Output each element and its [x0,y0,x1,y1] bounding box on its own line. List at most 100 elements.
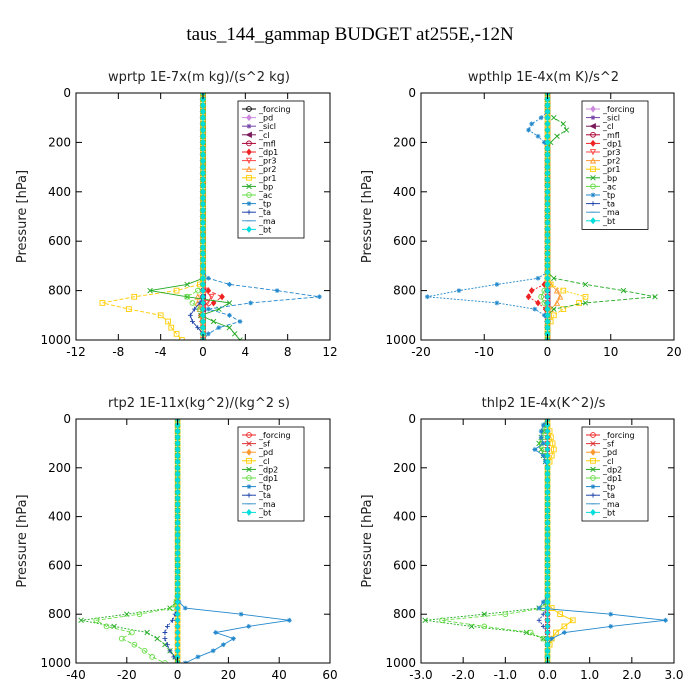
data-point-pr1 [173,287,180,294]
chart-panel-1: wprtp 1E-7x(m kg)/(s^2 kg) Pressure [hPa]… [15,70,338,359]
data-point-pr1 [173,330,180,337]
data-point-tp [220,642,226,648]
legend-marker [590,115,596,120]
data-point-pr2 [553,287,561,294]
panel-title: wprtp 1E-7x(m kg)/(s^2 kg) [108,70,290,85]
data-point-bp [551,275,557,281]
legend-label: _pd [258,114,273,123]
data-point-tp [195,654,201,660]
legend-marker [590,432,596,438]
y-tick-label: 600 [48,558,71,572]
data-point-cl [561,623,568,630]
chart-panel-4: thlp2 1E-4x(K^2)/s Pressure [hPa] -3.0 -2.0… [360,396,684,682]
data-point-bp [147,287,153,294]
legend-label: _dp1 [602,139,622,148]
data-point-dp1 [527,629,534,636]
data-point-tp [608,611,614,617]
data-point-pr1 [178,337,185,340]
data-point-dp1 [210,299,217,307]
legend-label: _forcing [258,105,291,114]
data-point-tp [532,447,538,452]
data-point-tp [541,312,547,318]
data-point-bp [210,318,217,325]
data-point-bp [554,133,560,139]
legend-marker [590,440,596,447]
data-point-tp [540,599,546,605]
data-point-tp [246,624,252,629]
legend-label: _dp2 [258,465,278,474]
data-point-dp1 [525,293,532,301]
data-point-dp2 [523,629,530,636]
data-point-tp [213,630,219,635]
y-tick-label: 200 [48,461,71,475]
legend-label: _cl [602,457,614,466]
data-point-pr1 [560,287,567,294]
data-point-pr2 [194,293,201,300]
series-group [424,93,658,340]
legend-marker [590,457,596,464]
y-axis-label: Pressure [hPa] [15,494,30,587]
legend-label: _tp [258,200,271,209]
data-point-pr3 [208,293,215,301]
legend-marker [246,448,252,456]
legend-marker [590,139,596,147]
data-point-tp [538,434,544,440]
data-point-dp1 [149,654,156,660]
x-tick-label: -1.0 [494,668,517,682]
legend-label: _dp1 [258,474,278,483]
legend-label: _ac [258,191,272,200]
data-point-pr1 [126,306,132,312]
x-tick-label: 60 [322,668,337,682]
legend-label: _ac [602,182,616,191]
data-point-tp [205,331,211,337]
series-line-dp1 [442,419,548,663]
data-point-tp [182,605,188,611]
y-tick-label: 400 [48,510,71,524]
legend-marker [246,174,252,181]
legend-marker [246,440,252,447]
legend: _forcing_pd_sicl_cl_mfl_dp1_pr3_pr2_pr1_… [237,100,305,239]
data-point-tp [231,636,236,641]
y-tick-label: 0 [63,412,71,426]
data-point-tp [286,617,292,623]
data-point-tp [317,294,322,300]
legend-marker [246,432,252,438]
legend-label: _ma [602,208,620,217]
legend-marker [246,192,252,198]
legend-marker [246,225,252,233]
y-tick-label: 600 [48,234,71,248]
legend-label: _dp1 [602,474,622,483]
chart-panel-3: rtp2 1E-11x(kg^2)/(kg^2 s) Pressure [hPa]… [15,396,338,682]
legend: _forcing_sicl_cl_mfl_dp1_pr3_pr2_pr1_bp_… [581,100,649,230]
data-point-ac [184,293,190,300]
y-tick-label: 200 [48,135,71,149]
data-point-tp [248,300,254,306]
legend-label: _tp [602,191,615,200]
legend-label: _ta [602,491,615,500]
x-tick-label: 4 [242,345,250,359]
legend-label: _cl [258,457,270,466]
x-tick-label: 3.0 [664,668,683,682]
x-tick-label: -3.0 [409,668,432,682]
y-tick-label: 1000 [385,656,416,670]
series-line-ta [164,419,179,663]
data-point-bp [184,281,190,288]
legend-label: _pr1 [258,174,276,183]
data-point-cl [550,446,557,453]
data-point-dp1 [219,293,225,301]
data-point-ta [165,642,170,648]
legend-label: _ma [258,500,276,509]
data-point-ac [194,287,201,294]
plot-frame [75,418,331,664]
legend-marker [590,484,596,489]
data-point-tp [227,282,232,287]
data-point-pr2 [553,299,561,306]
y-axis-label: Pressure [hPa] [15,170,30,263]
y-tick-label: 1000 [385,333,416,347]
data-point-tp [205,275,211,281]
series-group [422,419,668,663]
legend-marker [246,475,252,481]
legend-marker [246,140,252,147]
x-tick-label: -10 [474,345,494,359]
